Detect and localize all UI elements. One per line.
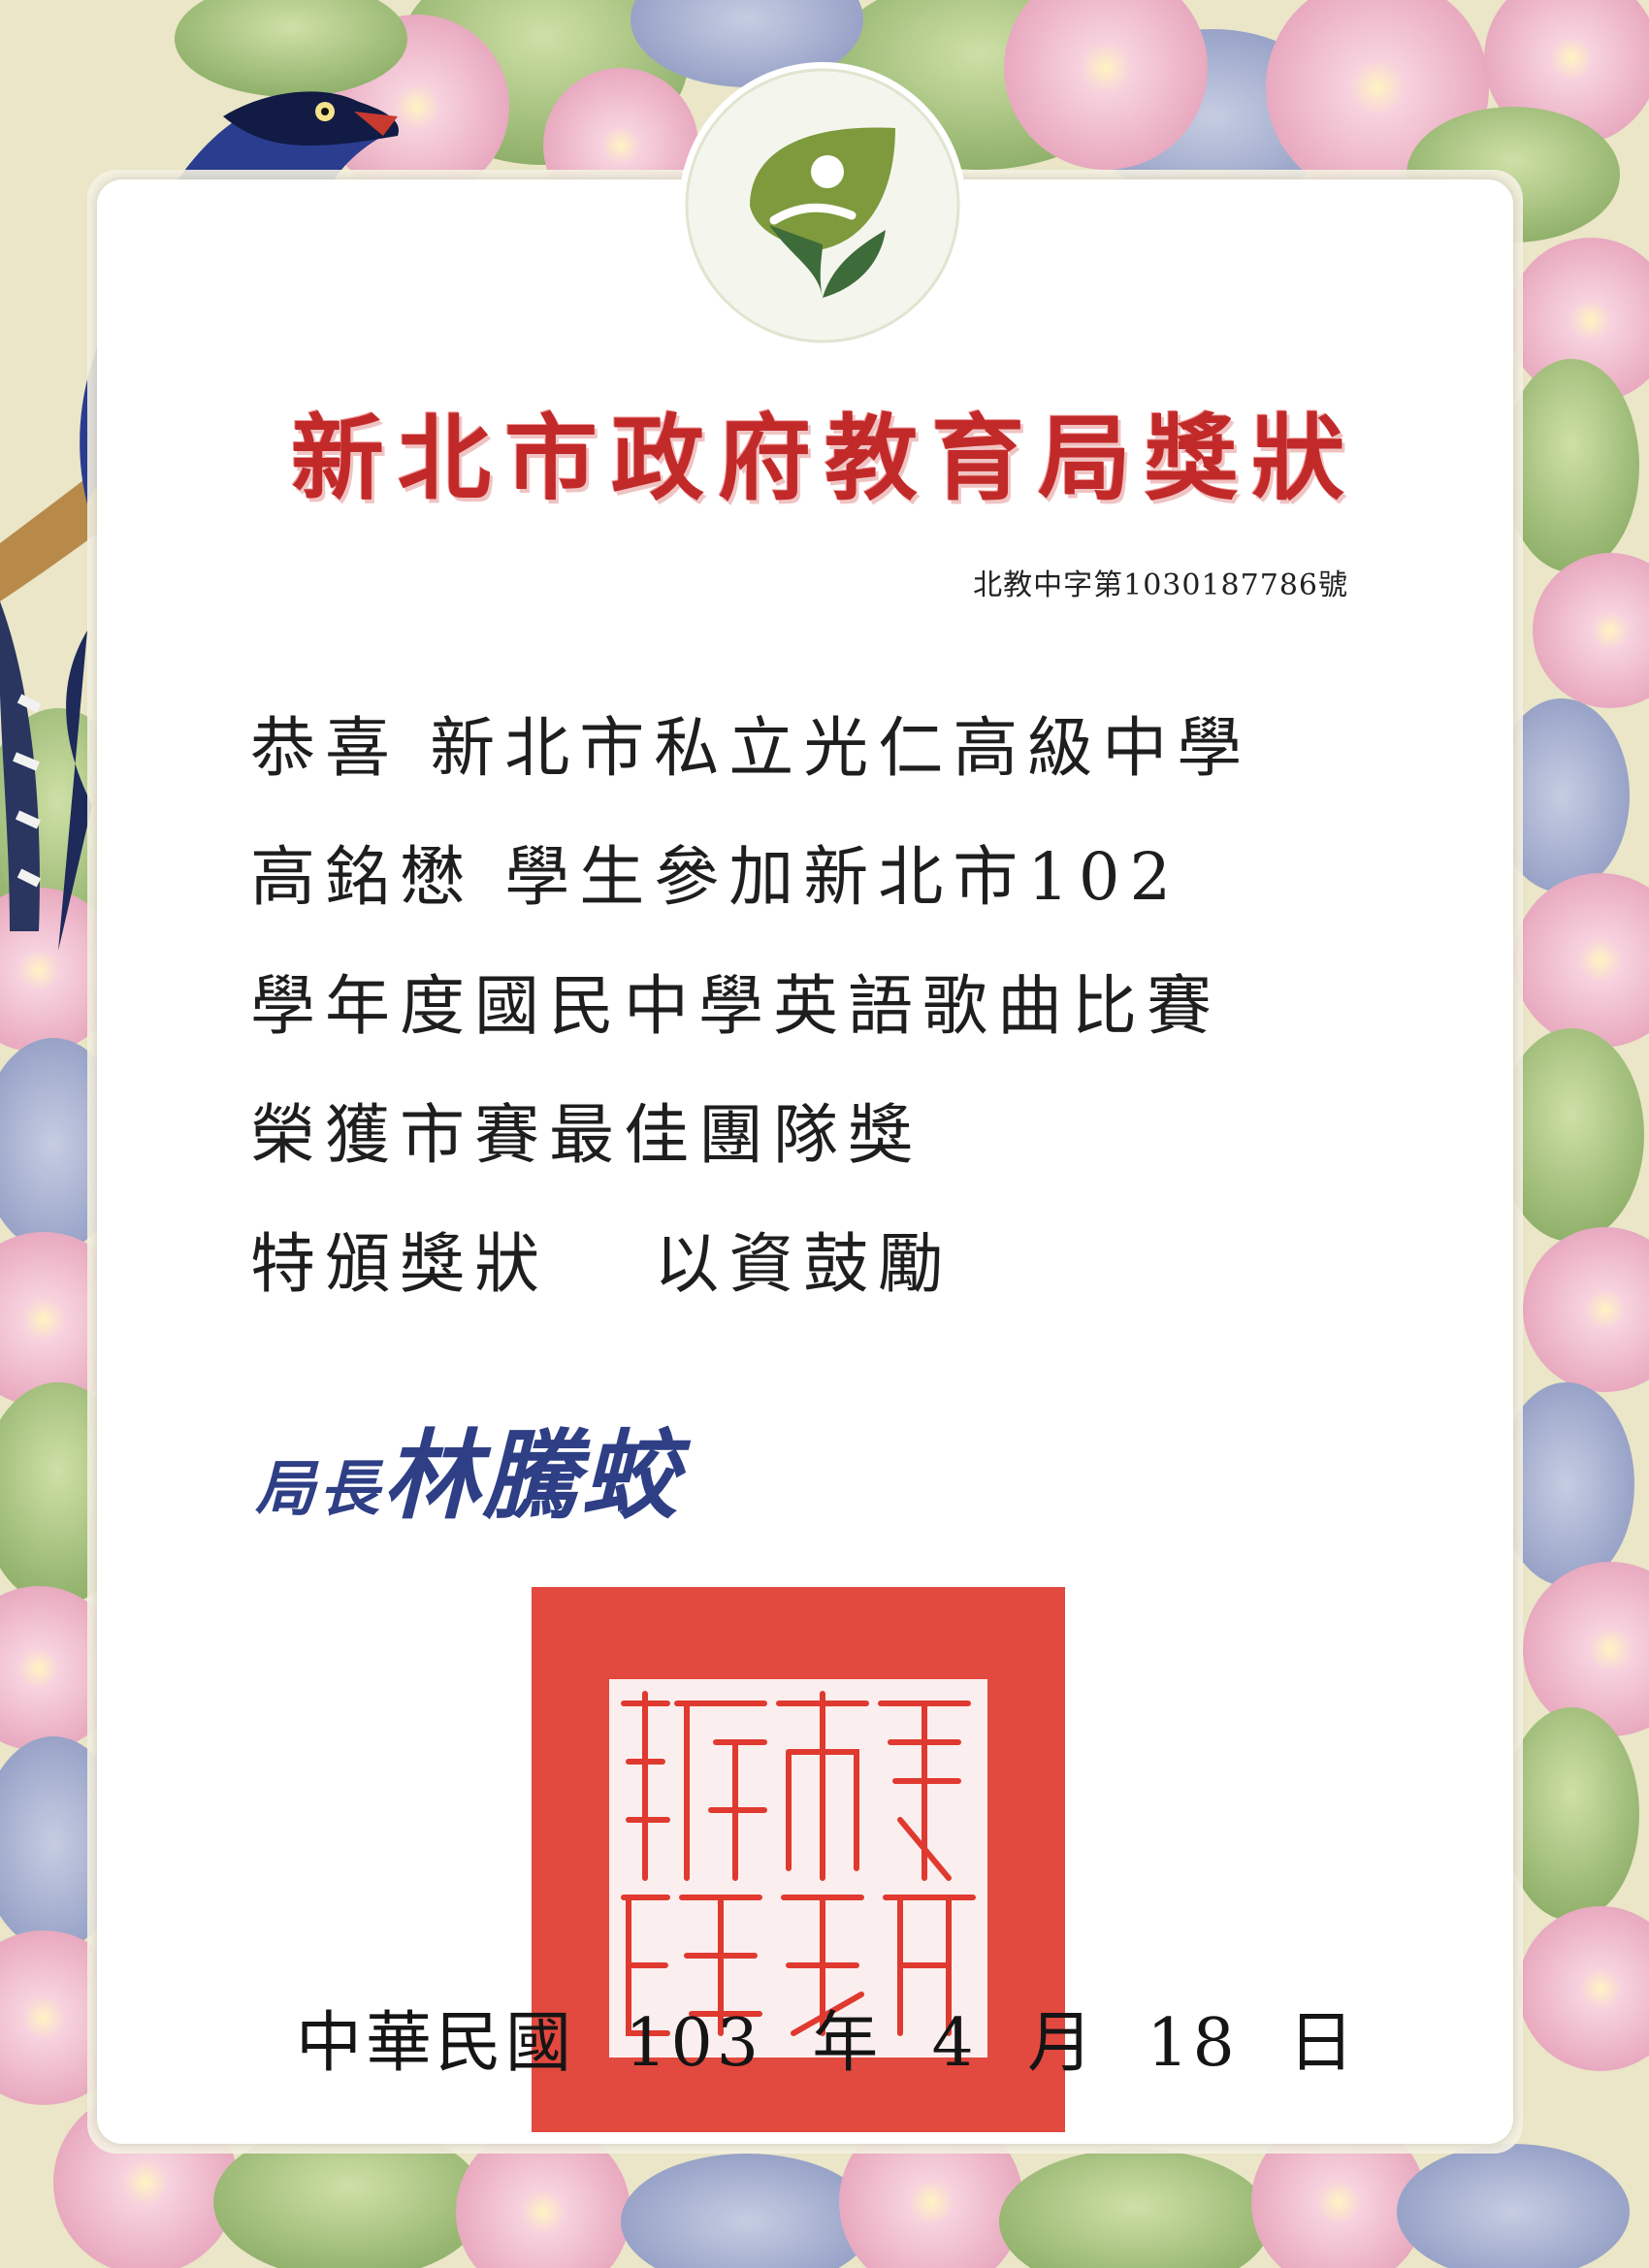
body-line: 學年度國民中學英語歌曲比賽 <box>250 968 1221 1044</box>
body-line: 特頒獎狀 以資鼓勵 <box>250 1226 954 1302</box>
date-day: 18 <box>1147 2005 1239 2082</box>
date-era: 中華民國 <box>296 2005 576 2082</box>
signature-name: 林騰蛟 <box>383 1418 681 1533</box>
body-line: 恭喜 新北市私立光仁高級中學 <box>250 710 1252 786</box>
body-line: 榮獲市賽最佳團隊獎 <box>250 1097 922 1173</box>
certificate-body: 恭喜 新北市私立光仁高級中學 高銘懋 學生參加新北市102 學年度國民中學英語歌… <box>250 684 1251 1329</box>
date-year: 103 <box>625 2005 763 2082</box>
date-day-unit: 日 <box>1288 2005 1359 2082</box>
body-line: 高銘懋 學生參加新北市102 <box>250 839 1181 915</box>
certificate-title: 新北市政府教育局獎狀 <box>291 404 1358 513</box>
document-number: 北教中字第1030187786號 <box>973 568 1348 602</box>
director-signature: 局長林騰蛟 <box>255 1397 680 1538</box>
date-month-unit: 月 <box>1027 2005 1098 2082</box>
date-month: 4 <box>931 2005 978 2082</box>
signature-role: 局長 <box>255 1453 384 1524</box>
issue-date: 中華民國 103 年 4 月 18 日 <box>296 1989 1358 2085</box>
official-seal-stamp <box>532 1587 1065 2132</box>
education-bureau-logo <box>679 62 966 349</box>
date-year-unit: 年 <box>812 2005 883 2082</box>
